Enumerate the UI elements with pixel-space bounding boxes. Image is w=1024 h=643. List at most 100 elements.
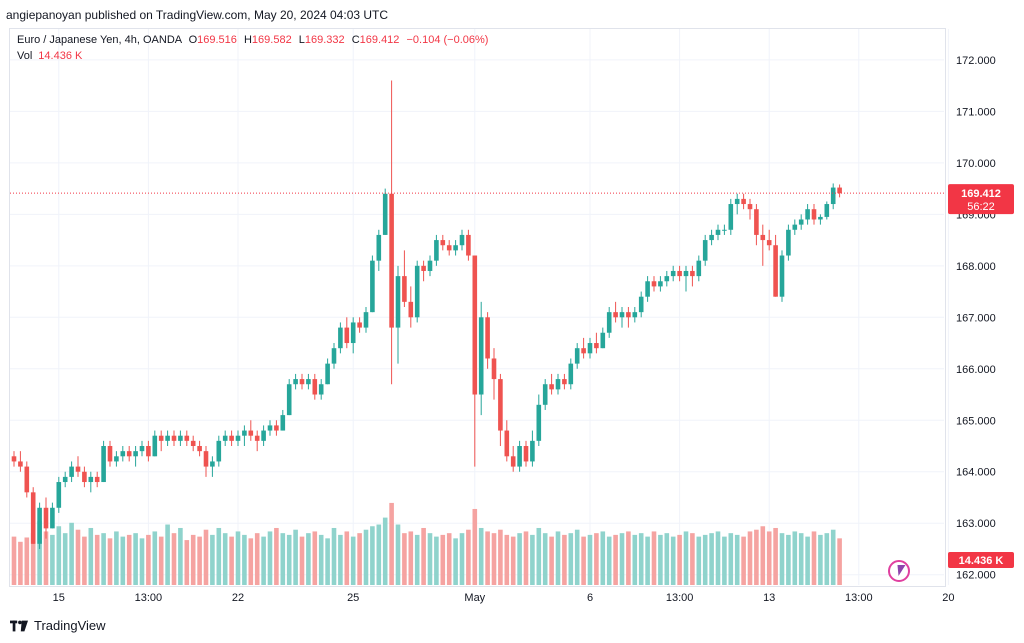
y-tick-label: 172.000 — [956, 55, 996, 67]
volume-bar — [587, 534, 593, 585]
candle-body — [158, 435, 164, 441]
candle-body — [133, 451, 138, 457]
volume-bar — [754, 529, 759, 585]
volume-bar — [677, 534, 682, 585]
candle-body — [203, 451, 209, 467]
footer-brand[interactable]: TradingView — [10, 618, 106, 633]
volume-bar — [747, 531, 753, 585]
candle-body — [574, 348, 580, 364]
volume-bar — [395, 524, 401, 585]
volume-bar — [466, 529, 471, 585]
volume-bar — [549, 536, 554, 585]
candle-body — [491, 358, 497, 380]
candle-body — [312, 379, 318, 395]
volume-bar — [370, 526, 375, 585]
volume-bar — [766, 531, 772, 585]
candle-body — [120, 451, 126, 457]
candle-body — [818, 216, 823, 220]
candle-body — [318, 384, 324, 395]
volume-bar — [728, 533, 734, 585]
last-price-label: 169.412 — [961, 188, 1001, 200]
volume-bar — [510, 536, 516, 585]
bar-countdown-label: 56:22 — [967, 201, 995, 213]
candle-body — [568, 363, 574, 385]
x-tick-label: 13:00 — [135, 592, 163, 604]
candle-body — [69, 466, 74, 477]
candle-body — [165, 435, 170, 441]
candle-body — [619, 312, 625, 318]
lightning-icon[interactable] — [888, 560, 910, 582]
volume-bar — [94, 534, 100, 585]
candle-body — [440, 240, 446, 246]
candle-body — [171, 435, 177, 441]
volume-badge-label: 14.436 K — [959, 555, 1004, 567]
y-tick-label: 164.000 — [956, 467, 996, 479]
volume-bar — [24, 537, 30, 585]
open-value: 169.516 — [197, 34, 237, 46]
volume-bar — [30, 533, 36, 585]
symbol-legend: Euro / Japanese Yen, 4h, OANDA O169.516 … — [17, 34, 488, 46]
volume-bar — [696, 536, 702, 585]
candle-body — [459, 234, 465, 246]
candle-body — [363, 312, 369, 328]
candle-body — [94, 476, 100, 483]
candle-body — [402, 276, 407, 302]
candle-body — [325, 363, 330, 385]
candle-body — [530, 440, 535, 462]
candle-body — [235, 435, 241, 441]
candle-body — [837, 187, 842, 194]
volume-bar — [498, 529, 503, 585]
volume-bar — [446, 533, 452, 585]
x-tick-label: May — [464, 592, 485, 604]
volume-bar — [11, 536, 17, 585]
volume-bar — [504, 534, 510, 585]
candle-body — [478, 317, 484, 395]
candle-body — [613, 312, 618, 318]
candle-body — [338, 327, 343, 349]
change-value: −0.104 (−0.06%) — [406, 34, 489, 46]
candle-body — [741, 198, 746, 205]
candle-body — [293, 379, 298, 385]
candle-body — [18, 461, 23, 467]
volume-bar — [427, 533, 433, 585]
volume-bar — [197, 536, 202, 585]
volume-bar — [126, 534, 132, 585]
candle-body — [690, 270, 695, 277]
chart-frame — [9, 28, 946, 587]
volume-bar — [581, 536, 586, 585]
volume-bar — [453, 538, 458, 585]
candle-body — [651, 281, 657, 287]
symbol-name[interactable]: Euro / Japanese Yen, 4h, OANDA — [17, 34, 182, 46]
high-label: H — [243, 34, 252, 46]
candle-body — [734, 198, 740, 205]
volume-bar — [632, 534, 638, 585]
volume-bar — [267, 531, 273, 585]
y-tick-label: 171.000 — [956, 106, 996, 118]
candle-body — [760, 234, 766, 241]
candle-body — [824, 204, 830, 217]
volume-bar — [523, 531, 529, 585]
candle-body — [30, 492, 36, 544]
candle-body — [702, 240, 708, 261]
candle-body — [408, 301, 414, 318]
candle-body — [664, 276, 670, 282]
candle-body — [677, 270, 682, 277]
volume-bar — [792, 531, 798, 585]
candle-body — [178, 435, 183, 441]
candle-body — [626, 312, 631, 318]
close-label: C — [351, 34, 360, 46]
candlestick-chart[interactable]: 172.000171.000170.000169.000168.000167.0… — [10, 29, 1022, 609]
volume-bar — [421, 527, 426, 585]
volume-bar — [325, 538, 330, 585]
volume-bar — [734, 534, 740, 585]
volume-bar — [658, 534, 663, 585]
volume-bar — [709, 533, 714, 585]
volume-bar — [338, 534, 343, 585]
volume-bar — [664, 533, 670, 585]
volume-bar — [363, 529, 369, 585]
volume-bar — [542, 533, 548, 585]
candle-body — [261, 430, 266, 441]
volume-bar — [434, 536, 439, 585]
volume-bar — [357, 533, 362, 585]
candle-body — [280, 415, 286, 431]
